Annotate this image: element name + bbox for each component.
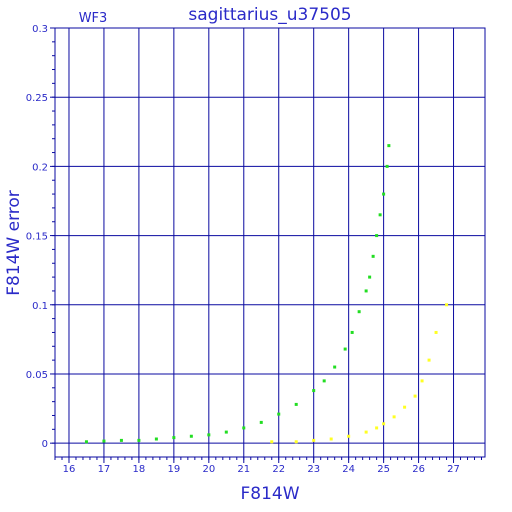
data-point-series-1 (385, 164, 389, 168)
data-point-series-1 (102, 439, 106, 443)
data-point-series-1 (378, 213, 382, 217)
data-point-series-1 (154, 437, 158, 441)
data-point-series-1 (368, 275, 372, 279)
data-point-series-2 (434, 330, 438, 334)
data-point-series-1 (350, 330, 354, 334)
data-point-series-1 (343, 347, 347, 351)
x-tick-label: 25 (377, 464, 390, 475)
data-point-series-2 (375, 426, 379, 430)
data-point-series-2 (364, 430, 368, 434)
data-point-series-2 (294, 440, 298, 444)
data-point-series-2 (347, 434, 351, 438)
data-point-series-1 (312, 389, 316, 393)
x-tick-label: 27 (447, 464, 460, 475)
data-point-series-2 (270, 440, 274, 444)
y-axis-label: F814W error (4, 190, 24, 296)
data-points (84, 144, 449, 444)
x-axis-label: F814W (240, 484, 299, 504)
data-point-series-1 (277, 412, 281, 416)
data-point-series-1 (364, 289, 368, 293)
data-point-series-1 (382, 192, 386, 196)
x-tick-label: 18 (133, 464, 146, 475)
x-tick-label: 16 (63, 464, 76, 475)
y-tick-label: 0.05 (26, 370, 48, 381)
y-tick-label: 0.15 (26, 232, 48, 243)
y-tick-label: 0.3 (32, 24, 48, 35)
data-point-series-2 (403, 405, 407, 409)
grid-lines (55, 27, 485, 457)
data-point-series-1 (333, 365, 337, 369)
data-point-series-2 (312, 438, 316, 442)
data-point-series-1 (224, 430, 228, 434)
x-tick-label: 17 (98, 464, 111, 475)
y-tick-label: 0 (42, 439, 48, 450)
data-point-series-2 (413, 394, 417, 398)
x-tick-label: 26 (412, 464, 425, 475)
data-point-series-1 (119, 438, 123, 442)
y-tick-label: 0.1 (32, 301, 48, 312)
plot-frame (54, 27, 486, 458)
y-tick-label: 0.25 (26, 93, 48, 104)
x-tick-label: 21 (237, 464, 250, 475)
data-point-series-1 (242, 426, 246, 430)
x-tick-label: 20 (202, 464, 215, 475)
panel-label: WF3 (79, 11, 108, 26)
data-point-series-1 (189, 434, 193, 438)
data-point-series-1 (357, 310, 361, 314)
x-tick-label: 23 (307, 464, 320, 475)
data-point-series-1 (84, 440, 88, 444)
data-point-series-2 (392, 415, 396, 419)
x-axis-ticks: 16 17 18 19 20 21 22 23 24 25 26 27 (54, 457, 483, 475)
data-point-series-2 (329, 437, 333, 441)
data-point-series-1 (294, 402, 298, 406)
data-point-series-1 (387, 144, 391, 148)
data-point-series-2 (427, 358, 431, 362)
data-point-series-1 (371, 254, 375, 258)
x-tick-label: 19 (167, 464, 180, 475)
data-point-series-1 (137, 438, 141, 442)
data-point-series-1 (322, 379, 326, 383)
x-tick-label: 24 (342, 464, 355, 475)
data-point-series-1 (207, 433, 211, 437)
data-point-series-2 (382, 422, 386, 426)
x-tick-label: 22 (272, 464, 285, 475)
data-point-series-1 (259, 420, 263, 424)
data-point-series-2 (445, 303, 449, 307)
chart-title: sagittarius_u37505 (188, 5, 351, 25)
y-axis-ticks: 0 0.05 0.1 0.15 0.2 0.25 0.3 (26, 24, 55, 450)
data-point-series-2 (420, 379, 424, 383)
data-point-series-1 (375, 234, 379, 238)
y-tick-label: 0.2 (32, 162, 48, 173)
data-point-series-1 (172, 436, 176, 440)
